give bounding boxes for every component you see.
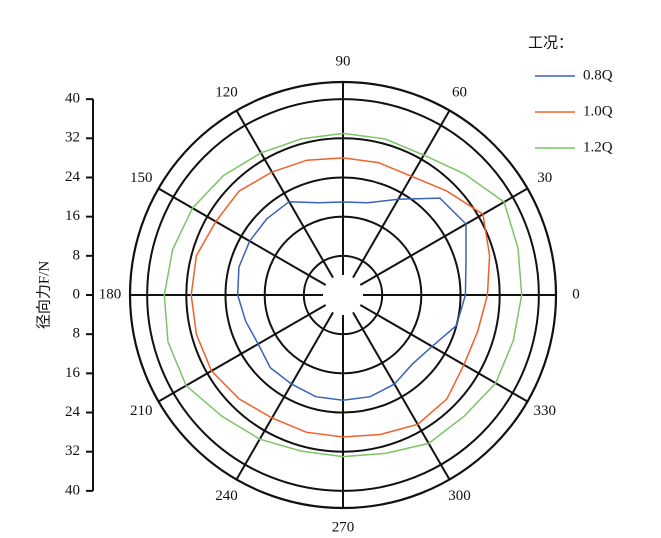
y-axis-label: 径向力F/N — [35, 261, 52, 330]
angle-tick-label: 150 — [130, 170, 153, 186]
angle-tick-label: 90 — [336, 53, 351, 69]
r-tick-label: 16 — [65, 365, 81, 381]
angle-tick-label: 30 — [537, 170, 552, 186]
r-tick-label: 8 — [73, 326, 81, 342]
series-line — [236, 197, 467, 402]
angle-tick-label: 60 — [452, 85, 467, 101]
series-line — [190, 157, 491, 438]
spoke — [359, 187, 528, 286]
r-tick-label: 40 — [65, 91, 80, 107]
spoke — [352, 110, 451, 279]
legend-label: 0.8Q — [583, 67, 613, 83]
spoke — [158, 304, 327, 403]
spoke — [352, 311, 451, 480]
r-tick-label: 8 — [73, 247, 81, 263]
r-tick-label: 24 — [65, 169, 81, 185]
legend-title: 工况： — [528, 34, 573, 51]
angle-tick-label: 210 — [130, 403, 153, 419]
series-line — [163, 132, 523, 458]
spoke — [359, 304, 528, 403]
spoke — [235, 110, 334, 279]
angle-tick-label: 270 — [332, 519, 355, 535]
spoke — [235, 311, 334, 480]
angle-tick-label: 0 — [572, 286, 580, 302]
r-tick-label: 0 — [73, 286, 81, 302]
angle-tick-label: 120 — [215, 85, 238, 101]
r-tick-label: 40 — [65, 482, 80, 498]
angle-tick-label: 180 — [99, 286, 122, 302]
angle-tick-label: 300 — [448, 488, 471, 504]
r-tick-label: 16 — [65, 208, 81, 224]
legend-label: 1.2Q — [583, 139, 613, 155]
angle-tick-label: 330 — [534, 403, 557, 419]
r-tick-label: 32 — [65, 443, 80, 459]
r-tick-label: 32 — [65, 130, 80, 146]
legend-label: 1.0Q — [583, 103, 613, 119]
r-tick-label: 24 — [65, 404, 81, 420]
spoke — [158, 187, 327, 286]
angle-tick-label: 240 — [215, 488, 238, 504]
